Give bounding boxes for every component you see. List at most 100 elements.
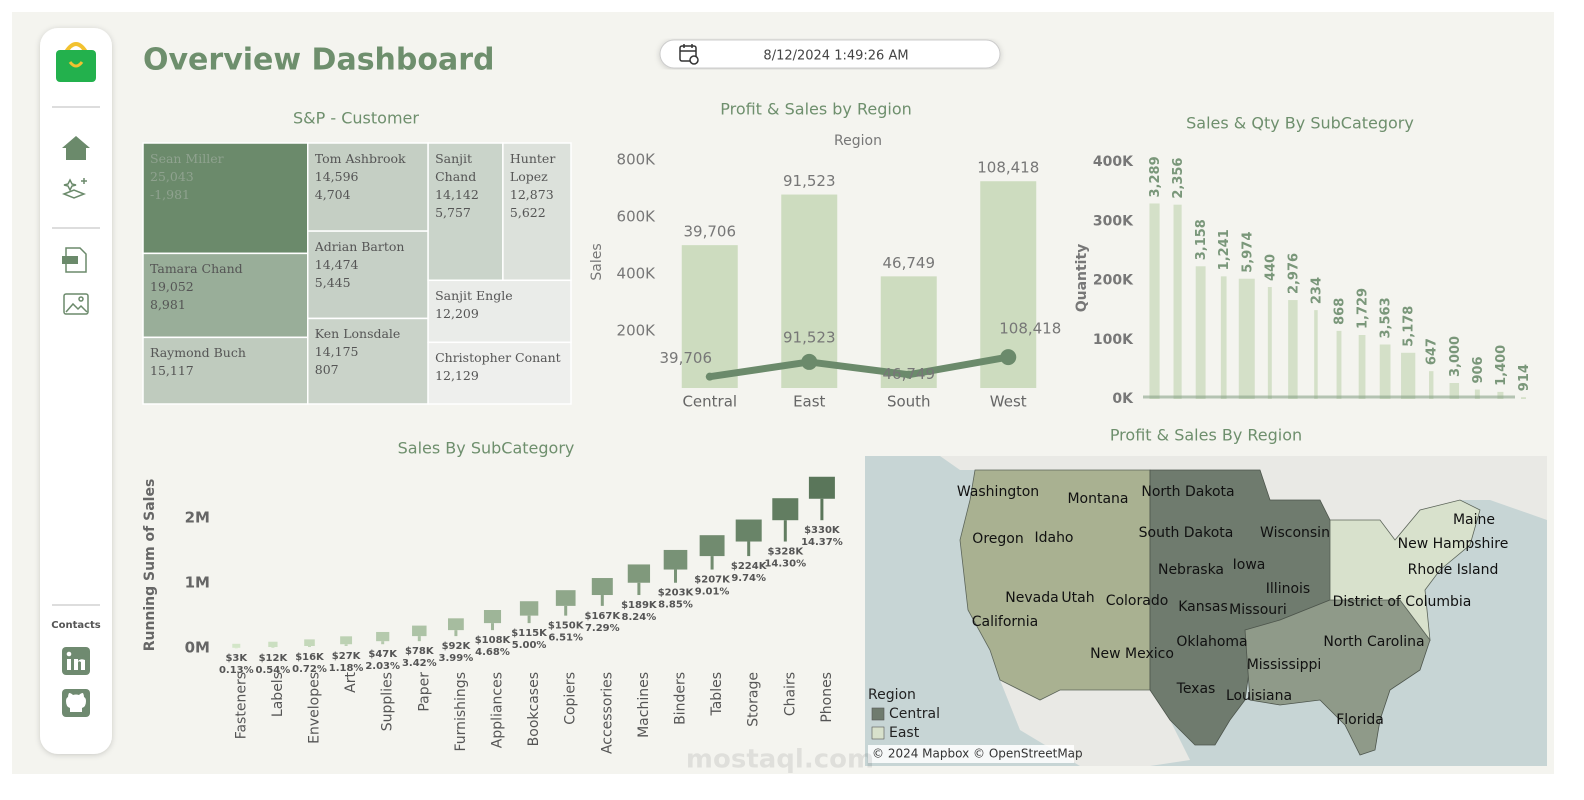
sales-label: $203K [658,588,695,599]
state-label: Rhode Island [1408,562,1499,578]
x-tick-label: Labels [270,672,286,717]
image-icon[interactable] [63,293,89,315]
sales-label: $47K [368,649,398,660]
segment [344,644,348,646]
segment-cap [412,625,427,637]
chart-title: S&P - Customer [293,109,419,128]
bar [1314,310,1318,399]
segment [381,641,385,645]
profit-label: 5,622 [509,205,546,220]
bar-label: 91,523 [783,172,836,190]
x-tick-label: Central [682,393,737,411]
sales-label: 14,474 [314,257,359,273]
pct-label: 6.51% [548,633,583,644]
segment [747,541,751,557]
pct-label: 8.85% [658,600,693,611]
x-tick-label: Paper [416,672,432,712]
page-title: Overview Dashboard [143,43,495,78]
bar [1429,371,1434,399]
pct-label: 2.03% [365,661,400,672]
cell-label: Tamara Chand 19,052 8,981 [150,261,243,312]
cell-label: Raymond Buch 15,117 [150,345,246,378]
cell-text: Tom Ashbrook 14,596 4,704 [315,150,425,204]
qty-label: 3,158 [1194,219,1209,260]
x-tick-label: Supplies [380,672,396,731]
qty-label: 1,241 [1217,229,1232,270]
segment-cap [663,549,688,570]
region-east[interactable] [1329,499,1481,642]
legend-label: East [889,725,920,741]
segment-cap [808,476,835,499]
customer-name: Adrian Barton [314,239,405,255]
treemap-cell [307,317,429,405]
sales-label: $330K [804,525,841,536]
segment-cap [268,641,278,648]
home-icon[interactable] [62,136,90,160]
pct-label: 9.74% [731,573,766,584]
sidebar: Contacts [40,28,112,754]
segment-cap [232,643,241,648]
qty-label: 1,729 [1356,288,1371,329]
x-tick-label: East [793,393,825,411]
y-tick-label: 300K [1093,213,1134,229]
pdf-icon[interactable] [62,247,87,273]
treemap-cell [427,341,572,405]
x-axis-title: Region [834,133,882,149]
pct-label: 9.01% [695,587,730,598]
bar [681,245,738,388]
customer-name: Tom Ashbrook [314,151,406,166]
state-label: Utah [1061,590,1094,606]
state-label: Washington [957,484,1039,500]
linkedin-icon[interactable] [62,647,90,675]
segment [564,605,568,616]
segment [710,556,714,570]
github-icon[interactable] [62,689,90,717]
cell-label: Sanjit Engle 12,209 [435,288,513,321]
cell-text: Adrian Barton 14,474 5,445 [315,238,425,292]
line-label: 91,523 [783,328,836,346]
mexico [1000,680,1190,766]
customer-name: Sean Miller [150,151,224,166]
sales-label: $328K [768,547,805,558]
sales-label: $27K [332,651,362,662]
segment [234,647,238,649]
qty-label: 647 [1425,338,1440,365]
qty-label: 2,976 [1286,253,1301,294]
x-tick-label: Appliances [490,672,506,748]
sales-label: $167K [585,611,622,622]
pct-label: 3.99% [439,653,474,664]
bar [1474,389,1480,399]
x-tick-label: Bookcases [526,672,542,746]
sales-label: $189K [621,600,658,611]
y-tick-label: 1M [185,574,210,592]
state-label: North Carolina [1323,634,1424,650]
cell-text: Sanjit Chand 14,142 5,757 [435,150,500,222]
datetime: 8/12/2024 1:49:26 AM [763,49,908,64]
sales-label: $78K [405,646,435,657]
bar [1358,335,1366,399]
profit-label: 5,445 [314,275,351,291]
chart-title: Sales By SubCategory [398,439,575,458]
legend-label: Central [889,706,940,722]
qty-label: 3,000 [1448,336,1463,377]
profit-point [904,370,913,379]
x-tick-label: Furnishings [453,672,469,752]
chart-title: Sales & Qty By SubCategory [1186,114,1414,133]
legend-swatch [871,726,885,740]
treemap-cell [427,279,572,344]
logo[interactable] [56,42,96,82]
x-tick-label: Tables [709,672,725,717]
qty-label: 914 [1517,364,1532,391]
bar [1238,278,1255,399]
state-label: Kansas [1178,599,1228,615]
sales-label: $224K [731,561,768,572]
cell-label: Sanjit Chand 14,142 5,757 [435,150,500,222]
insights-icon[interactable] [61,178,87,199]
sales-label: 19,052 [150,279,194,295]
state-label: Oregon [972,531,1023,547]
segment-cap [699,535,725,557]
bar-label: 108,418 [977,159,1039,177]
y-tick-label: 0M [185,639,210,657]
segment-cap [519,601,539,616]
